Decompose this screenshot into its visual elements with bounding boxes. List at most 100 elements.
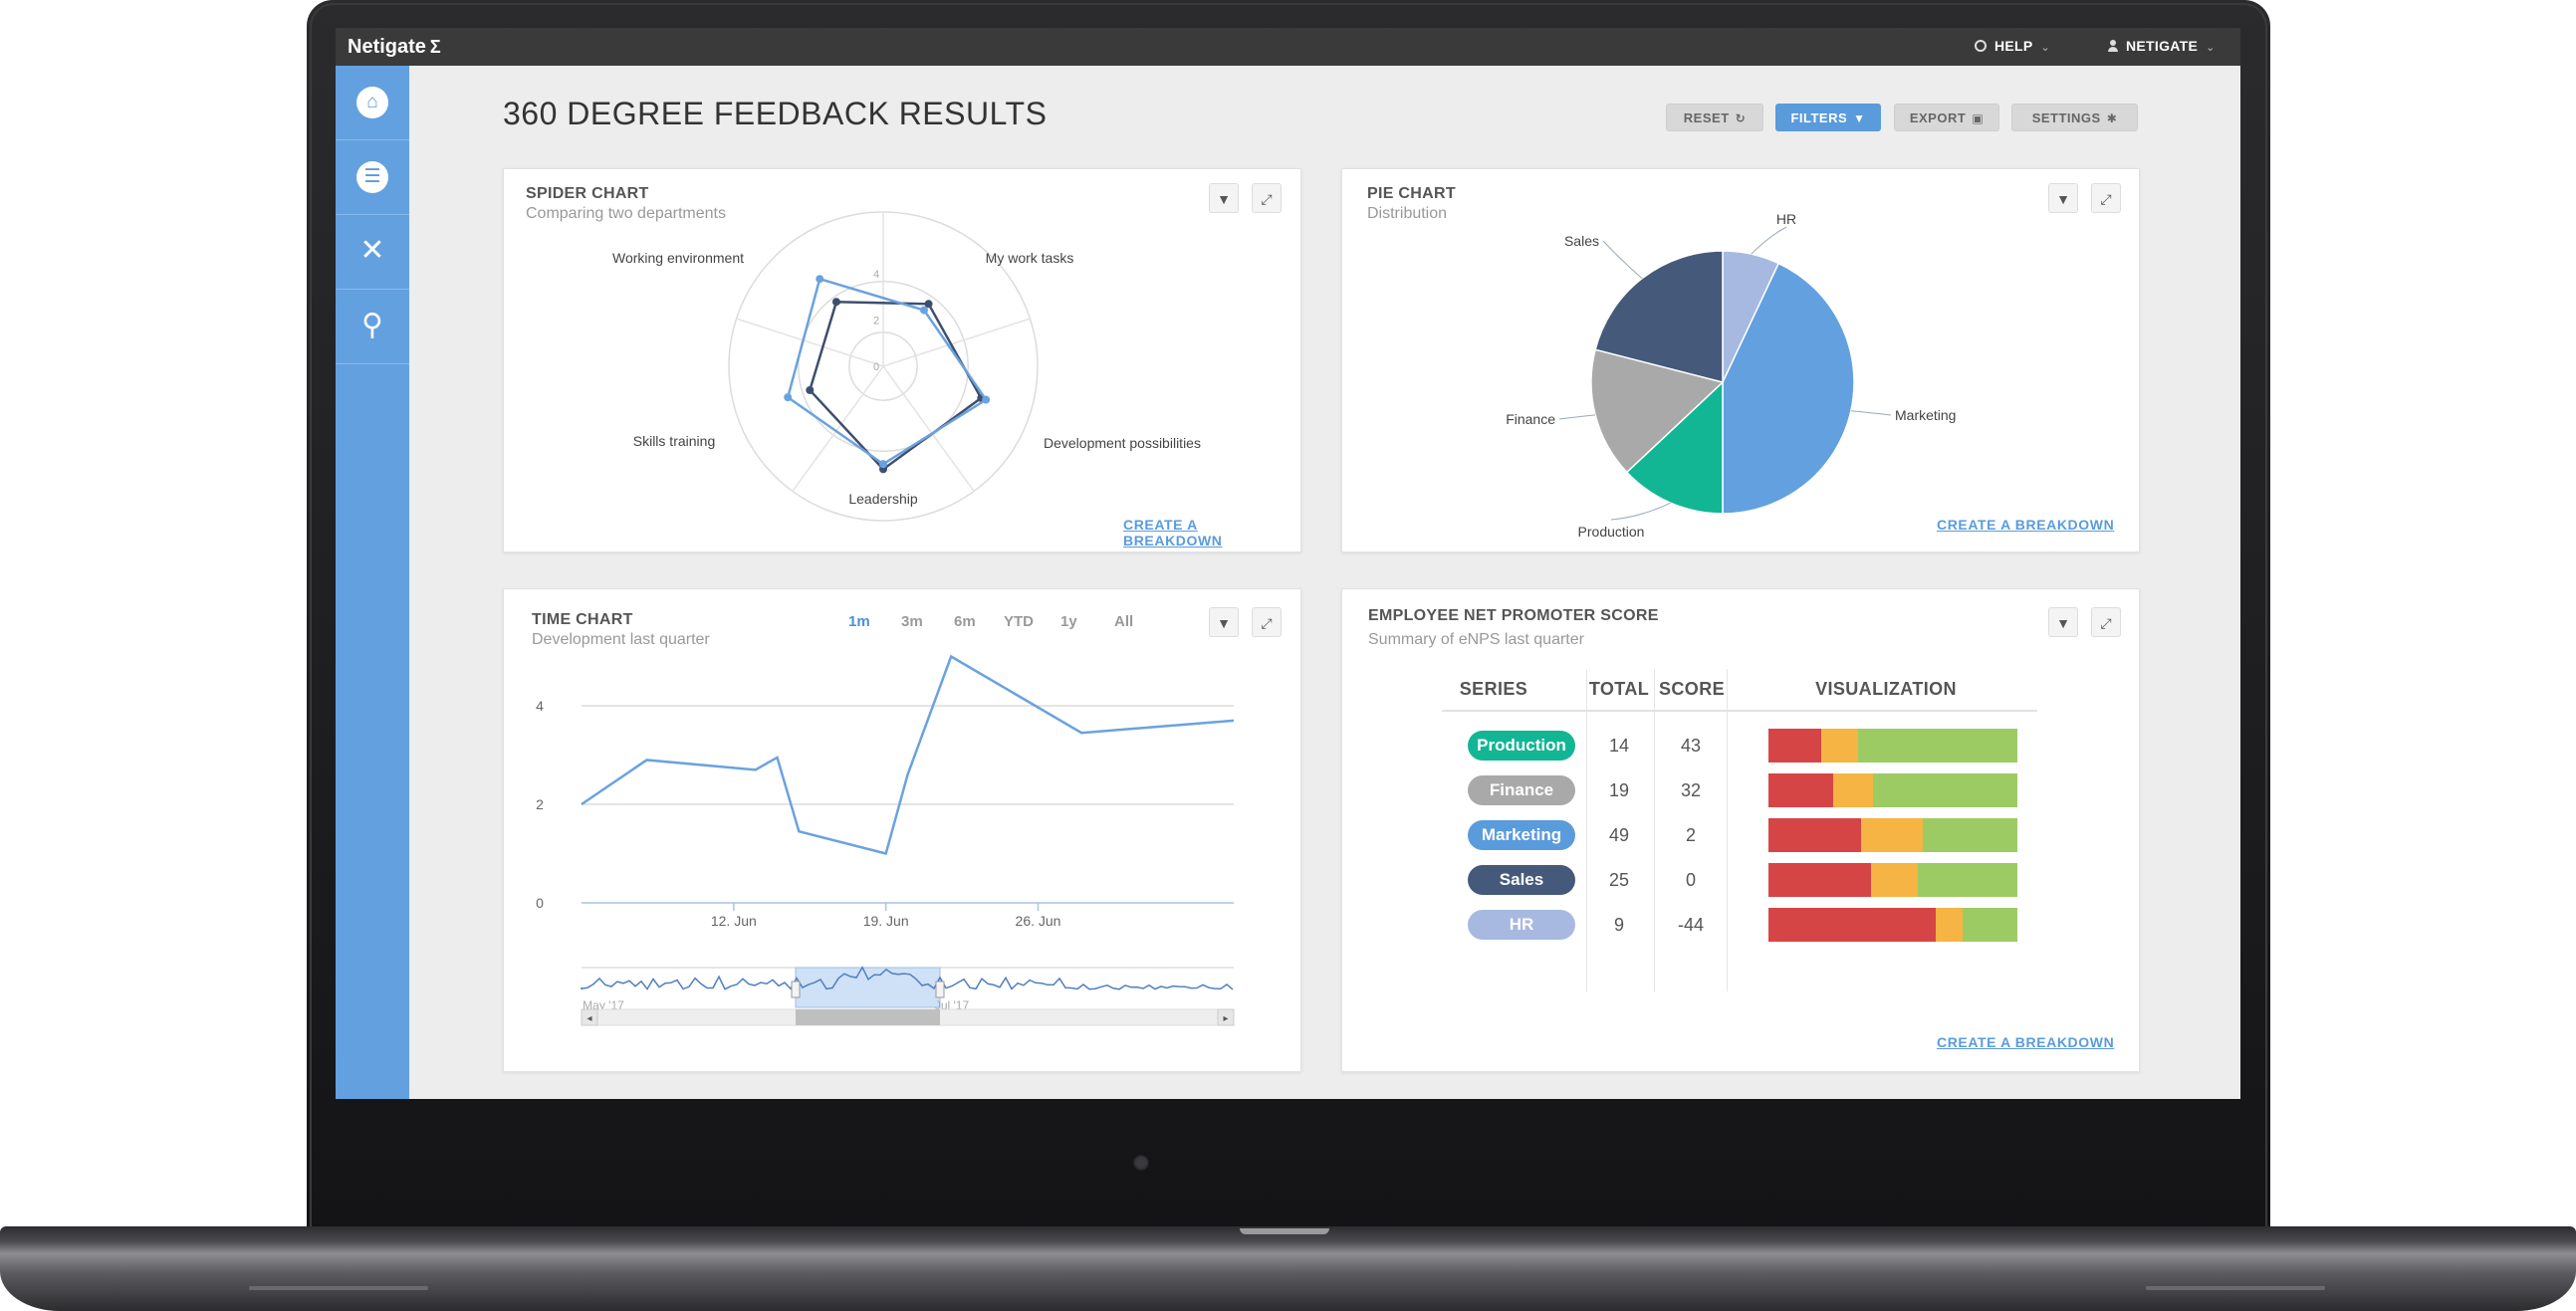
filters-button[interactable]: FILTERS ▼ bbox=[1775, 104, 1881, 131]
filter-icon: ▼ bbox=[1853, 111, 1866, 125]
enps-red-segment bbox=[1768, 818, 1861, 852]
enps-visualization-bar bbox=[1768, 773, 2017, 807]
spider-series-line bbox=[786, 277, 988, 466]
total-value: 14 bbox=[1608, 736, 1630, 756]
webcam bbox=[1133, 1155, 1149, 1171]
enps-red-segment bbox=[1768, 863, 1871, 897]
expand-icon[interactable]: ⤢ bbox=[2091, 183, 2121, 213]
filter-icon[interactable]: ▼ bbox=[1209, 183, 1239, 213]
user-menu[interactable]: NETIGATE ⌄ bbox=[2108, 38, 2216, 54]
pie-connector bbox=[1751, 226, 1787, 255]
navigator-handle[interactable] bbox=[791, 981, 801, 998]
total-value: 19 bbox=[1608, 780, 1630, 800]
filter-icon[interactable]: ▼ bbox=[2048, 183, 2078, 213]
pie-label: HR bbox=[1776, 211, 1796, 227]
column-header: TOTAL bbox=[1588, 679, 1650, 699]
score-value: 2 bbox=[1685, 825, 1696, 845]
range-6m-button[interactable]: 6m bbox=[954, 613, 976, 630]
time-series-line bbox=[581, 654, 1235, 856]
enps-orange-segment bbox=[1833, 773, 1873, 807]
time-chart-card: TIME CHART Development last quarter 1m 3… bbox=[503, 588, 1301, 1072]
pie-label: Sales bbox=[1564, 233, 1599, 249]
scroll-left-button[interactable] bbox=[581, 1008, 598, 1026]
create-breakdown-link[interactable]: CREATE A BREAKDOWN bbox=[1937, 1034, 2115, 1050]
expand-icon[interactable]: ⤢ bbox=[1252, 607, 1282, 637]
series-pill: HR bbox=[1468, 910, 1575, 940]
card-subtitle: Development last quarter bbox=[532, 631, 710, 648]
netigate-logo[interactable]: Netigate Σ bbox=[348, 36, 441, 59]
reset-button[interactable]: RESET ↻ bbox=[1666, 104, 1763, 131]
spider-point bbox=[879, 460, 887, 469]
sidebar-item-surveys[interactable]: ☰ bbox=[336, 140, 409, 215]
sidebar-item-search[interactable]: ⚲ bbox=[336, 290, 409, 364]
column-divider bbox=[1654, 669, 1655, 991]
enps-visualization-bar bbox=[1768, 908, 2017, 942]
pie-slice[interactable] bbox=[1594, 250, 1724, 383]
score-value: -44 bbox=[1677, 915, 1704, 935]
list-icon: ☰ bbox=[356, 161, 388, 193]
spider-point bbox=[919, 306, 928, 315]
pie-connector bbox=[1850, 410, 1892, 416]
pie-chart: HR Marketing Production Finance Sales bbox=[1506, 211, 1956, 540]
chevron-down-icon: ⌄ bbox=[2040, 42, 2051, 54]
spider-axis-label: My work tasks bbox=[986, 250, 1074, 266]
navigator-handle[interactable] bbox=[935, 981, 945, 998]
time-x-tick-label: 19. Jun bbox=[863, 913, 909, 929]
score-value: 0 bbox=[1685, 870, 1696, 890]
card-title: PIE CHART bbox=[1367, 185, 1456, 202]
spider-spoke bbox=[882, 318, 1031, 367]
sidebar-item-home[interactable]: ⌂ bbox=[336, 66, 409, 140]
logo-mark-icon: Σ bbox=[429, 37, 441, 57]
create-breakdown-link[interactable]: CREATE A BREAKDOWN bbox=[1123, 517, 1223, 548]
sidebar-item-tools[interactable]: ✕ bbox=[336, 215, 409, 290]
pie-chart-card: PIE CHART Distribution ▼ ⤢ HR Marketing Pr… bbox=[1341, 168, 2140, 552]
expand-icon[interactable]: ⤢ bbox=[2091, 607, 2121, 637]
export-button[interactable]: EXPORT ▣ bbox=[1894, 104, 1999, 131]
enps-red-segment bbox=[1768, 908, 1936, 942]
enps-orange-segment bbox=[1820, 729, 1858, 763]
settings-button[interactable]: SETTINGS ✱ bbox=[2011, 104, 2138, 131]
sidebar: ⌂ ☰ ✕ ⚲ bbox=[336, 66, 409, 1099]
create-breakdown-link[interactable]: CREATE A BREAKDOWN bbox=[1937, 517, 2115, 533]
range-ytd-button[interactable]: YTD bbox=[1004, 613, 1034, 630]
user-label: NETIGATE bbox=[2126, 38, 2199, 54]
enps-red-segment bbox=[1768, 729, 1821, 763]
settings-label: SETTINGS bbox=[2031, 110, 2101, 125]
spider-spoke bbox=[792, 365, 884, 492]
card-title: TIME CHART bbox=[532, 611, 633, 628]
enps-visualization-bar bbox=[1768, 863, 2017, 897]
spider-axis-label: Working environment bbox=[612, 250, 744, 266]
spider-tick-label: 4 bbox=[873, 269, 879, 281]
time-y-tick-label: 2 bbox=[536, 796, 544, 812]
scroll-right-button[interactable] bbox=[1217, 1008, 1235, 1026]
navigator-selection[interactable] bbox=[795, 967, 941, 1008]
range-3m-button[interactable]: 3m bbox=[901, 613, 923, 630]
series-pill: Sales bbox=[1468, 865, 1575, 895]
series-pill: Finance bbox=[1468, 775, 1575, 805]
filter-icon[interactable]: ▼ bbox=[1209, 607, 1239, 637]
pie-connector bbox=[1610, 502, 1671, 521]
spider-tick-label: 0 bbox=[873, 361, 879, 373]
range-1m-button[interactable]: 1m bbox=[848, 613, 870, 630]
total-value: 49 bbox=[1608, 825, 1630, 845]
enps-orange-segment bbox=[1870, 863, 1918, 897]
filter-icon[interactable]: ▼ bbox=[2048, 607, 2078, 637]
spider-series-line bbox=[808, 300, 983, 471]
expand-icon[interactable]: ⤢ bbox=[1252, 183, 1282, 213]
spider-point bbox=[816, 275, 824, 284]
pie-connector bbox=[1558, 414, 1596, 420]
enps-green-segment bbox=[1858, 729, 2017, 763]
range-all-button[interactable]: All bbox=[1114, 613, 1134, 630]
help-menu[interactable]: HELP ⌄ bbox=[1975, 38, 2050, 54]
range-1y-button[interactable]: 1y bbox=[1060, 613, 1077, 630]
pie-connector bbox=[1602, 240, 1643, 280]
navigator-scrollbar-thumb[interactable] bbox=[796, 1009, 940, 1025]
series-pill: Marketing bbox=[1468, 820, 1575, 850]
enps-orange-segment bbox=[1935, 908, 1963, 942]
spider-axis-label: Leadership bbox=[848, 491, 917, 507]
pie-slice[interactable] bbox=[1590, 348, 1725, 474]
score-value: 32 bbox=[1680, 780, 1702, 800]
spider-spoke bbox=[736, 318, 884, 367]
spider-point bbox=[806, 385, 815, 394]
